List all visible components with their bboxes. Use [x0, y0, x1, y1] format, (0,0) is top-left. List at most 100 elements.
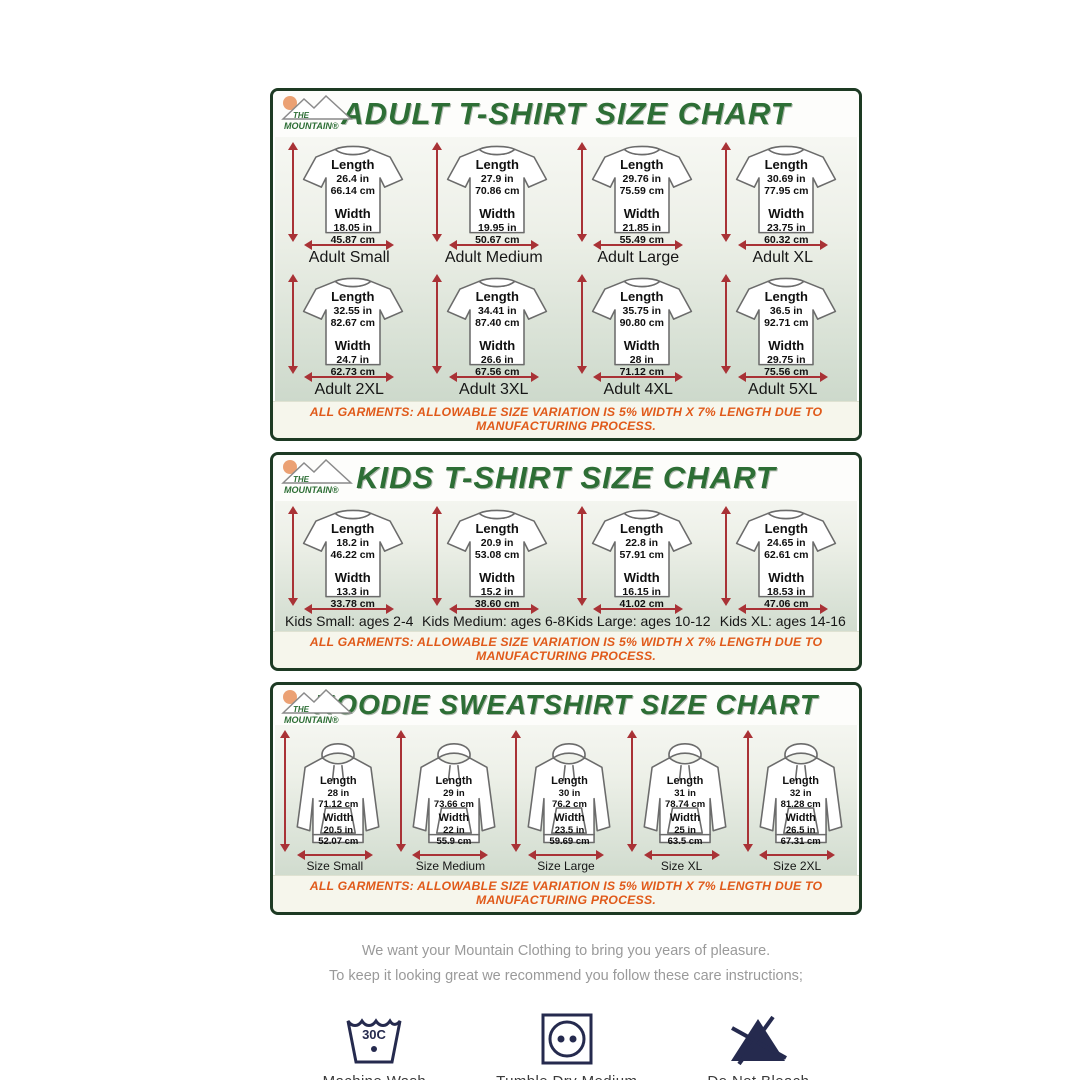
width-label: Width	[438, 812, 470, 825]
width-centimeters: 52.07 cm	[318, 835, 359, 847]
length-inches: 20.9 in	[480, 536, 514, 549]
width-label: Width	[479, 205, 516, 221]
size-cell: Length 34.41 in 87.40 cm Width 26.6 in 6…	[422, 274, 567, 399]
width-inches: 13.3 in	[336, 585, 370, 598]
length-label: Length	[331, 289, 375, 304]
length-centimeters: 82.67 cm	[330, 317, 375, 330]
length-centimeters: 70.86 cm	[475, 185, 520, 198]
width-inches: 23.5 in	[554, 824, 585, 836]
length-arrow-icon	[576, 506, 587, 606]
length-inches: 22.8 in	[625, 536, 659, 549]
length-inches: 18.2 in	[336, 536, 370, 549]
size-label: Kids Medium: ages 6-8	[422, 613, 566, 629]
tshirt-icon	[447, 145, 548, 234]
svg-text:THE: THE	[293, 705, 310, 714]
width-centimeters: 50.67 cm	[475, 234, 520, 246]
width-centimeters: 59.69 cm	[549, 835, 590, 847]
length-centimeters: 78.74 cm	[665, 798, 706, 810]
size-cell: Length 30.69 in 77.95 cm Width 23.75 in …	[711, 142, 856, 267]
length-label: Length	[475, 157, 519, 172]
length-arrow-icon	[432, 142, 443, 242]
length-arrow-icon	[395, 730, 406, 852]
shirt-zone: Length 35.75 in 90.80 cm Width 28 in 71.…	[576, 274, 696, 378]
width-arrow-icon	[448, 372, 539, 382]
hoodie-graphic: Length 32 in 81.28 cm Width 26.5 in 67.3…	[754, 731, 848, 849]
length-arrow-icon	[280, 730, 291, 852]
care-icons-row: 30C Machine Wash Tumble Dry Medium	[270, 1012, 862, 1080]
tshirt-graphic: Length 29.76 in 75.59 cm Width 21.85 in …	[588, 143, 696, 246]
length-centimeters: 66.14 cm	[330, 185, 375, 198]
length-inches: 30 in	[558, 787, 581, 799]
size-label: Kids XL: ages 14-16	[719, 613, 846, 629]
width-label: Width	[623, 205, 660, 221]
hoodie-graphic: Length 31 in 78.74 cm Width 25 in 63.5 c…	[638, 731, 732, 849]
width-label: Width	[768, 337, 805, 353]
length-centimeters: 76.2 cm	[552, 798, 587, 810]
width-arrow-icon	[527, 850, 604, 860]
length-centimeters: 92.71 cm	[764, 317, 809, 330]
length-arrow-icon	[721, 506, 732, 606]
shirt-zone: Length 27.9 in 70.86 cm Width 19.95 in 5…	[432, 142, 551, 246]
content-column: THE MOUNTAIN® ADULT T-SHIRT SIZE CHART L…	[270, 88, 862, 1080]
length-arrow-icon	[432, 506, 443, 606]
width-centimeters: 62.73 cm	[330, 366, 375, 378]
shirt-zone: Length 29 in 73.66 cm Width 22 in 55.9 c…	[395, 730, 501, 852]
measurements: Length 29 in 73.66 cm Width 22 in 55.9 c…	[407, 775, 501, 847]
shirt-zone: Length 28 in 71.12 cm Width 20.5 in 52.0…	[280, 730, 385, 852]
hoodie-graphic: Length 28 in 71.12 cm Width 20.5 in 52.0…	[291, 731, 385, 849]
kids-chart-title: KIDS T-SHIRT SIZE CHART	[356, 460, 776, 495]
width-centimeters: 63.5 cm	[667, 835, 703, 847]
length-centimeters: 81.28 cm	[780, 798, 821, 810]
measurements: Length 26.4 in 66.14 cm Width 18.05 in 4…	[299, 157, 407, 246]
length-inches: 24.65 in	[767, 536, 806, 549]
hoodie-icon	[412, 743, 496, 844]
measurements: Length 34.41 in 87.40 cm Width 26.6 in 6…	[443, 289, 551, 378]
care-instructions: We want your Mountain Clothing to bring …	[270, 939, 862, 1080]
length-arrow-icon	[287, 142, 298, 242]
tshirt-graphic: Length 34.41 in 87.40 cm Width 26.6 in 6…	[443, 275, 551, 378]
length-centimeters: 62.61 cm	[764, 549, 809, 562]
length-inches: 27.9 in	[480, 172, 514, 185]
tshirt-icon	[736, 509, 837, 598]
length-arrow-icon	[721, 274, 732, 374]
adult-row-2: Length 32.55 in 82.67 cm Width 24.7 in 6…	[273, 269, 859, 401]
length-inches: 29 in	[443, 787, 465, 799]
machine-wash-label: Machine Wash	[323, 1073, 426, 1080]
width-label: Width	[323, 812, 354, 825]
size-label: Kids Small: ages 2-4	[285, 613, 414, 629]
width-centimeters: 67.56 cm	[475, 366, 520, 378]
size-cell: Length 27.9 in 70.86 cm Width 19.95 in 5…	[422, 142, 567, 267]
size-cell: Length 32.55 in 82.67 cm Width 24.7 in 6…	[277, 274, 422, 399]
measurements: Length 18.2 in 46.22 cm Width 13.3 in 33…	[299, 521, 407, 610]
length-arrow-icon	[287, 274, 298, 374]
svg-text:THE: THE	[293, 475, 310, 484]
size-label: Size XL	[660, 859, 703, 873]
hoodie-size-chart-panel: THE MOUNTAIN® HOODIE SWEATSHIRT SIZE CHA…	[270, 682, 862, 915]
machine-wash-item: 30C Machine Wash	[323, 1012, 426, 1080]
width-inches: 28 in	[629, 353, 654, 366]
length-label: Length	[319, 775, 357, 787]
length-label: Length	[764, 289, 808, 304]
width-arrow-icon	[737, 240, 828, 250]
length-inches: 34.41 in	[477, 304, 517, 317]
kids-panel-header: THE MOUNTAIN® KIDS T-SHIRT SIZE CHART	[273, 455, 859, 501]
measurements: Length 22.8 in 57.91 cm Width 16.15 in 4…	[588, 521, 696, 610]
width-centimeters: 38.60 cm	[474, 598, 520, 610]
length-centimeters: 73.66 cm	[433, 798, 474, 810]
care-text-line-2: To keep it looking great we recommend yo…	[329, 967, 803, 984]
tshirt-icon	[736, 277, 837, 366]
size-label: Kids Large: ages 10-12	[565, 613, 711, 629]
do-not-bleach-item: Do Not Bleach	[707, 1012, 809, 1080]
width-arrow-icon	[643, 850, 720, 860]
hoodie-icon	[643, 743, 727, 844]
svg-text:THE: THE	[293, 111, 310, 120]
length-centimeters: 46.22 cm	[330, 549, 375, 562]
hoodie-graphic: Length 29 in 73.66 cm Width 22 in 55.9 c…	[407, 731, 501, 849]
size-label: Adult 5XL	[748, 381, 818, 398]
width-arrow-icon	[593, 372, 684, 382]
width-inches: 26.6 in	[480, 353, 514, 366]
length-centimeters: 57.91 cm	[619, 549, 664, 562]
machine-wash-icon: 30C	[346, 1018, 402, 1064]
tshirt-graphic: Length 32.55 in 82.67 cm Width 24.7 in 6…	[299, 275, 407, 378]
width-arrow-icon	[593, 240, 684, 250]
